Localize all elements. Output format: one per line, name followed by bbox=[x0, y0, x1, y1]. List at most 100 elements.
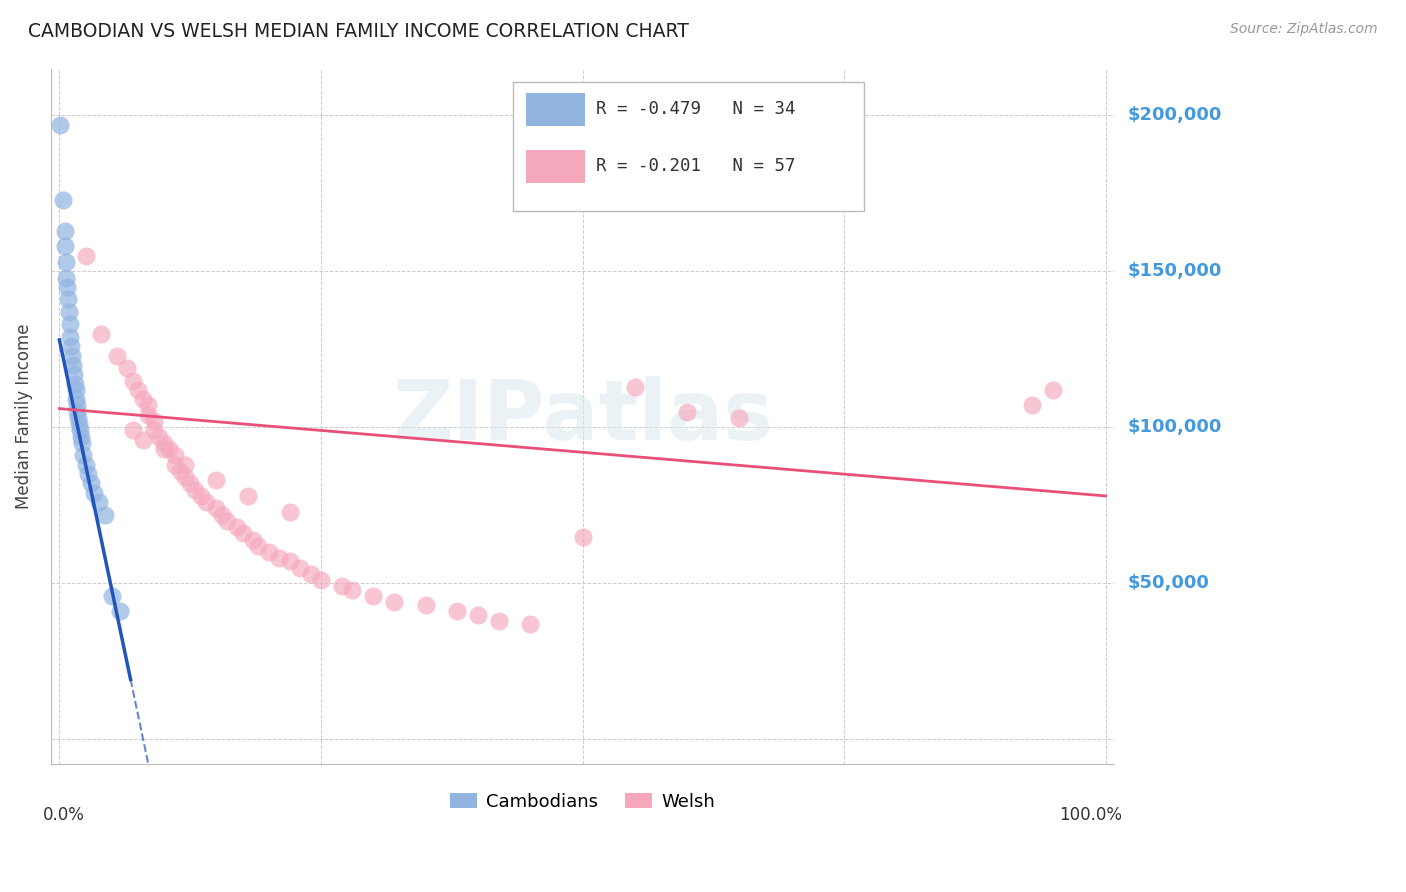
Point bbox=[205, 474, 228, 488]
Point bbox=[121, 374, 143, 388]
Text: Source: ZipAtlas.com: Source: ZipAtlas.com bbox=[1230, 22, 1378, 37]
Point bbox=[157, 442, 180, 457]
Point bbox=[76, 467, 98, 482]
Point bbox=[330, 579, 353, 593]
FancyBboxPatch shape bbox=[526, 150, 585, 184]
Point bbox=[299, 566, 322, 581]
Point bbox=[211, 508, 233, 522]
Point bbox=[288, 560, 311, 574]
Text: $150,000: $150,000 bbox=[1128, 262, 1222, 280]
Point bbox=[51, 193, 73, 207]
Point bbox=[1042, 383, 1064, 397]
Point bbox=[90, 326, 112, 341]
Text: 0.0%: 0.0% bbox=[42, 806, 84, 824]
Point bbox=[153, 436, 176, 450]
Text: R = -0.479   N = 34: R = -0.479 N = 34 bbox=[596, 100, 796, 118]
Point bbox=[94, 508, 117, 522]
Point bbox=[174, 458, 197, 472]
Point bbox=[194, 495, 217, 509]
Legend: Cambodians, Welsh: Cambodians, Welsh bbox=[443, 786, 723, 818]
Point bbox=[446, 604, 468, 618]
Point bbox=[215, 514, 238, 528]
Point bbox=[184, 483, 207, 497]
Point bbox=[179, 476, 201, 491]
Point bbox=[236, 489, 259, 503]
Point bbox=[148, 430, 170, 444]
Point bbox=[309, 573, 332, 587]
Point bbox=[59, 318, 82, 332]
Point bbox=[242, 533, 264, 547]
Point bbox=[488, 614, 510, 628]
Point bbox=[127, 383, 149, 397]
Point bbox=[142, 414, 165, 428]
Text: R = -0.201   N = 57: R = -0.201 N = 57 bbox=[596, 157, 796, 175]
Point bbox=[519, 616, 541, 631]
Point bbox=[63, 368, 86, 382]
Point bbox=[75, 458, 97, 472]
Point bbox=[132, 392, 155, 407]
Point bbox=[278, 504, 301, 518]
Point bbox=[415, 598, 437, 612]
Text: 100.0%: 100.0% bbox=[1060, 806, 1122, 824]
Point bbox=[59, 339, 82, 353]
Point bbox=[70, 430, 93, 444]
Point bbox=[58, 305, 80, 319]
Point bbox=[72, 436, 94, 450]
Point bbox=[108, 604, 131, 618]
Point bbox=[69, 424, 91, 438]
Point bbox=[190, 489, 212, 503]
Point bbox=[163, 449, 186, 463]
Point bbox=[89, 495, 111, 509]
Point bbox=[257, 545, 280, 559]
Point bbox=[66, 405, 89, 419]
Point bbox=[571, 529, 593, 543]
Text: CAMBODIAN VS WELSH MEDIAN FAMILY INCOME CORRELATION CHART: CAMBODIAN VS WELSH MEDIAN FAMILY INCOME … bbox=[28, 22, 689, 41]
Text: $200,000: $200,000 bbox=[1128, 106, 1222, 124]
Point bbox=[63, 376, 86, 391]
Point bbox=[75, 249, 97, 263]
Text: ZIPatlas: ZIPatlas bbox=[392, 376, 773, 457]
Point bbox=[80, 476, 103, 491]
Point bbox=[138, 408, 160, 422]
Point bbox=[62, 358, 84, 372]
Point bbox=[53, 224, 76, 238]
Point bbox=[66, 399, 89, 413]
Point bbox=[67, 417, 90, 432]
Point bbox=[105, 349, 128, 363]
Point bbox=[342, 582, 364, 597]
Point bbox=[100, 589, 122, 603]
Point bbox=[624, 380, 647, 394]
Point bbox=[676, 405, 699, 419]
Point bbox=[467, 607, 489, 622]
Point bbox=[121, 424, 143, 438]
Point bbox=[56, 293, 79, 307]
Text: $100,000: $100,000 bbox=[1128, 418, 1222, 436]
Point bbox=[153, 442, 176, 457]
Y-axis label: Median Family Income: Median Family Income bbox=[15, 324, 32, 509]
Point bbox=[59, 330, 82, 344]
Point bbox=[72, 449, 94, 463]
Point bbox=[60, 349, 83, 363]
Point bbox=[361, 589, 384, 603]
Point bbox=[55, 280, 77, 294]
Point bbox=[174, 470, 197, 484]
Point bbox=[65, 392, 87, 407]
Point bbox=[65, 383, 87, 397]
FancyBboxPatch shape bbox=[513, 82, 865, 211]
Point bbox=[67, 411, 90, 425]
Point bbox=[55, 270, 77, 285]
Point bbox=[49, 118, 72, 132]
Point bbox=[53, 239, 76, 253]
Point bbox=[247, 539, 270, 553]
Point bbox=[138, 399, 160, 413]
Point bbox=[117, 361, 139, 376]
FancyBboxPatch shape bbox=[526, 93, 585, 127]
Point bbox=[728, 411, 751, 425]
Text: $50,000: $50,000 bbox=[1128, 574, 1209, 592]
Point bbox=[278, 554, 301, 568]
Point bbox=[142, 424, 165, 438]
Point bbox=[205, 501, 228, 516]
Point bbox=[269, 551, 291, 566]
Point bbox=[231, 526, 253, 541]
Point bbox=[163, 458, 186, 472]
